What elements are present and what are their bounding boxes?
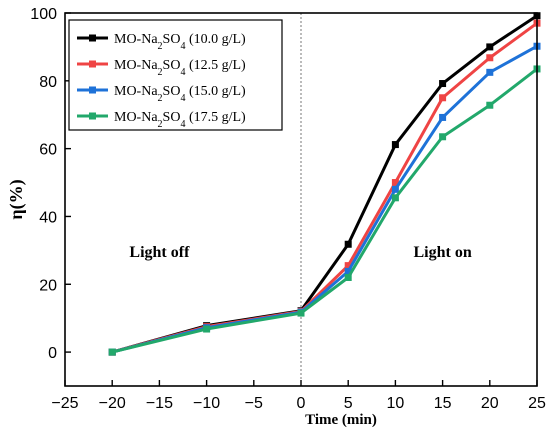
data-point: [486, 101, 494, 109]
y-tick-label: 0: [48, 345, 57, 362]
legend-marker: [89, 34, 96, 42]
data-point: [486, 68, 494, 76]
x-tick-label: 5: [344, 395, 353, 412]
data-point: [391, 179, 399, 187]
x-tick-label: 15: [434, 395, 452, 412]
legend-marker: [89, 86, 96, 94]
legend-marker: [89, 112, 96, 120]
x-tick-label: 10: [387, 395, 405, 412]
x-tick-label: −25: [51, 395, 78, 412]
data-point: [391, 141, 399, 149]
data-point: [297, 309, 305, 317]
y-tick-label: 20: [39, 277, 57, 294]
data-point: [439, 94, 447, 102]
legend-entry-label: MO-Na2SO4 (17.5 g/L): [114, 110, 246, 130]
x-tick-label: −5: [245, 395, 263, 412]
y-tick-label: 60: [39, 142, 57, 159]
y-tick-label: 100: [30, 6, 57, 23]
x-axis-label: Time (min): [305, 412, 377, 428]
data-point: [439, 113, 447, 121]
x-tick-label: −20: [99, 395, 126, 412]
data-point: [391, 185, 399, 193]
data-point: [108, 348, 116, 356]
x-tick-label: 20: [481, 395, 499, 412]
annotation-label: Light on: [413, 244, 471, 261]
legend-entry-label: MO-Na2SO4 (12.5 g/L): [114, 58, 246, 78]
x-tick-label: 0: [297, 395, 306, 412]
legend: MO-Na2SO4 (10.0 g/L) MO-Na2SO4 (12.5 g/L)…: [68, 19, 283, 131]
x-tick-label: −10: [193, 395, 220, 412]
data-point: [486, 43, 494, 51]
series-line-3: [111, 67, 538, 354]
legend-entry-label: MO-Na2SO4 (15.0 g/L): [114, 84, 246, 104]
data-point: [344, 267, 352, 275]
data-point: [344, 262, 352, 270]
data-point: [344, 240, 352, 248]
y-tick-label: 40: [39, 209, 57, 226]
y-tick-label: 80: [39, 74, 57, 91]
data-point: [486, 54, 494, 62]
data-point: [203, 325, 211, 333]
legend-marker: [89, 60, 96, 68]
legend-entry-label: MO-Na2SO4 (10.0 g/L): [114, 32, 246, 52]
data-point: [439, 80, 447, 88]
data-point: [391, 194, 399, 202]
data-point: [439, 133, 447, 141]
data-point: [344, 273, 352, 281]
x-tick-label: −15: [146, 395, 173, 412]
x-tick-label: 25: [528, 395, 546, 412]
y-axis-label: η(%): [6, 179, 27, 219]
annotation-label: Light off: [129, 244, 190, 261]
